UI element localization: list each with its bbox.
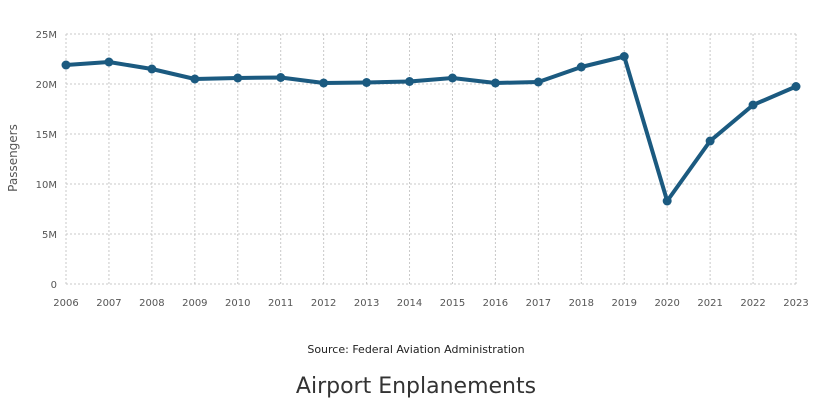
series-line <box>64 54 798 203</box>
y-tick-label: 5M <box>42 230 57 241</box>
data-point <box>447 73 457 83</box>
x-tick-label: 2012 <box>311 298 336 309</box>
x-tick-label: 2023 <box>783 298 808 309</box>
x-tick-label: 2016 <box>483 298 508 309</box>
x-tick-label: 2015 <box>440 298 465 309</box>
x-tick-label: 2011 <box>268 298 293 309</box>
x-tick-label: 2022 <box>740 298 765 309</box>
data-point <box>61 60 71 70</box>
y-axis-label: Passengers <box>6 124 20 192</box>
y-tick-label: 0 <box>51 280 57 291</box>
x-tick-label: 2009 <box>182 298 207 309</box>
x-tick-label: 2018 <box>569 298 594 309</box>
x-tick-label: 2014 <box>397 298 422 309</box>
x-axis-ticks: 2006 2007 2008 2009 2010 2011 2012 2013 2014 2015… <box>53 298 808 309</box>
line-chart: 0 5M 10M 15M 20M 25M 2006 2007 2008 2009 2010 2011… <box>6 30 809 309</box>
x-tick-label: 2008 <box>139 298 164 309</box>
data-point <box>362 78 372 87</box>
data-point <box>619 52 629 61</box>
x-tick-label: 2007 <box>96 298 121 309</box>
y-tick-label: 15M <box>36 130 57 141</box>
data-point <box>791 82 801 91</box>
x-tick-label: 2006 <box>53 298 78 309</box>
y-tick-label: 25M <box>36 30 57 41</box>
source-note: Source: Federal Aviation Administration <box>307 343 525 356</box>
data-point <box>748 100 758 110</box>
data-point <box>576 62 586 72</box>
data-point <box>490 78 500 88</box>
data-point <box>276 73 286 82</box>
x-tick-label: 2019 <box>612 298 637 309</box>
chart-title: Airport Enplanements <box>295 374 537 399</box>
x-tick-label: 2021 <box>697 298 722 309</box>
x-tick-label: 2010 <box>225 298 250 309</box>
y-tick-label: 10M <box>36 180 57 191</box>
data-point <box>190 74 200 84</box>
data-point <box>662 196 672 206</box>
data-point <box>533 77 543 87</box>
data-point <box>233 73 243 83</box>
series-group <box>61 52 801 206</box>
y-axis-ticks: 0 5M 10M 15M 20M 25M <box>36 30 57 291</box>
y-tick-label: 20M <box>36 80 57 91</box>
x-tick-label: 2017 <box>526 298 551 309</box>
data-point <box>104 57 114 67</box>
data-point <box>319 78 329 88</box>
data-point <box>405 77 415 86</box>
data-point <box>147 64 157 74</box>
grid <box>65 33 797 285</box>
x-tick-label: 2013 <box>354 298 379 309</box>
data-point <box>705 136 715 146</box>
x-tick-label: 2020 <box>654 298 679 309</box>
